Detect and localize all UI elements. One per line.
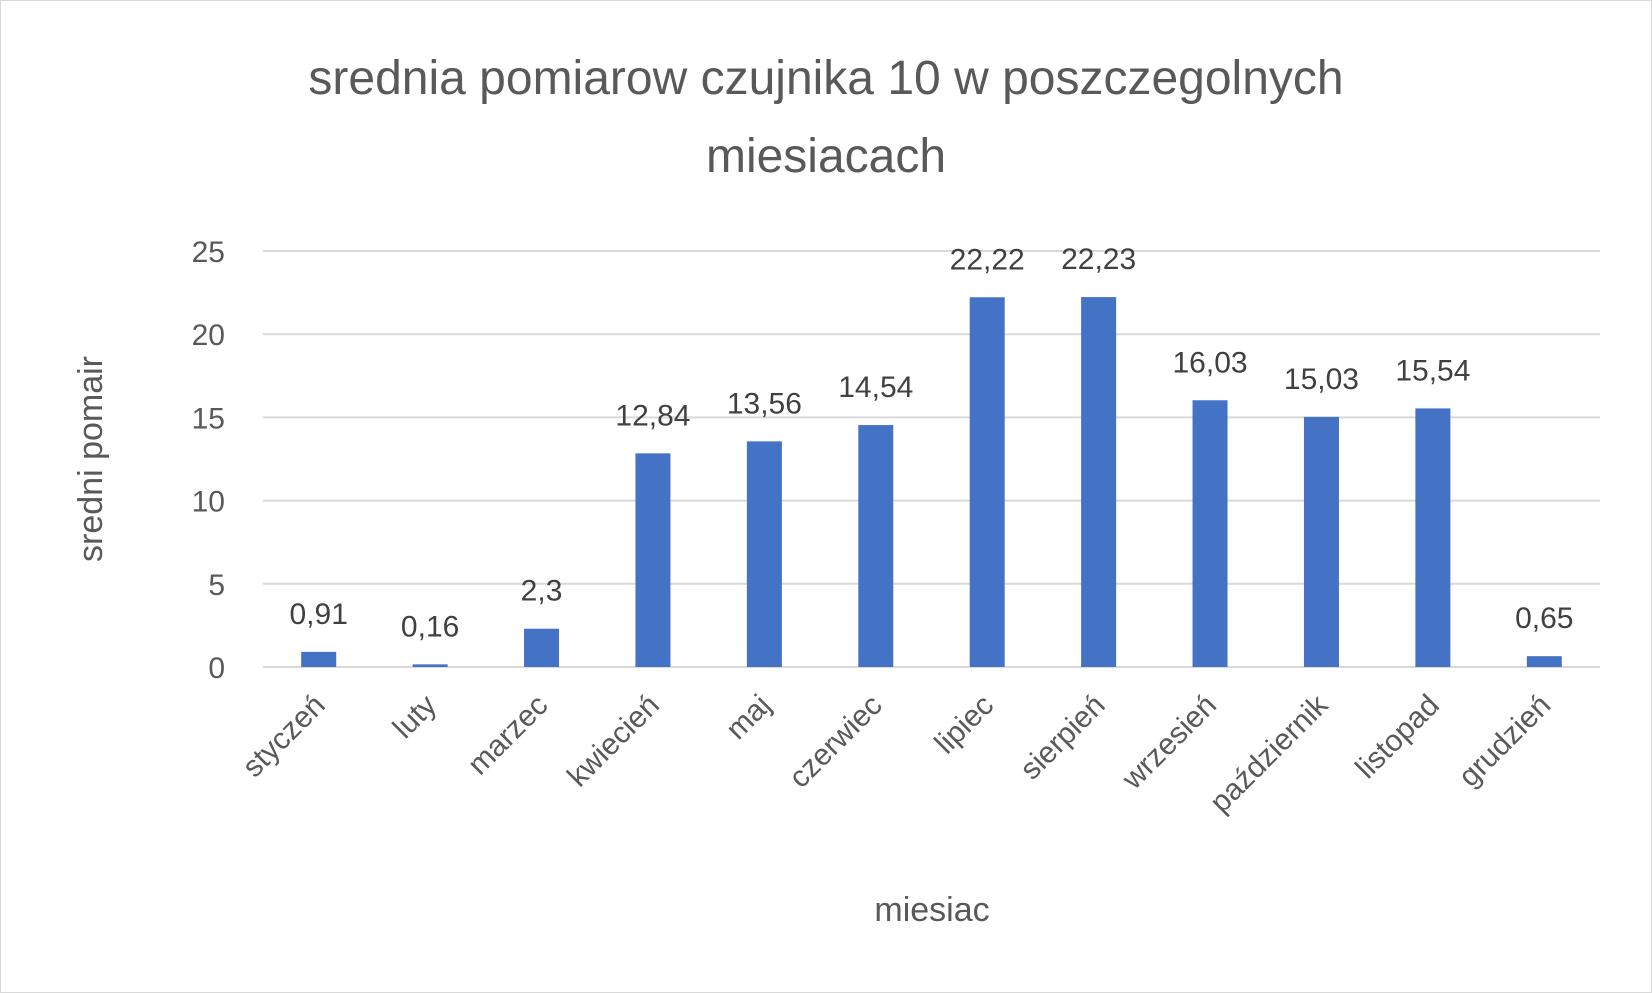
data-label: 15,54 bbox=[1395, 354, 1470, 387]
bar bbox=[635, 453, 671, 667]
data-label: 13,56 bbox=[727, 387, 802, 420]
chart-title-line-1: srednia pomiarow czujnika 10 w poszczego… bbox=[308, 52, 1343, 105]
data-label: 22,22 bbox=[950, 243, 1025, 276]
data-labels: 0,91 0,16 2,3 12,84 13,56 14,54 22,22 22,23 16,0… bbox=[290, 243, 1574, 643]
y-tick-label: 10 bbox=[192, 486, 225, 519]
data-label: 22,23 bbox=[1061, 243, 1136, 276]
bar bbox=[1415, 408, 1451, 667]
x-category-label: maj bbox=[720, 689, 778, 747]
data-label: 0,91 bbox=[290, 598, 348, 631]
data-label: 15,03 bbox=[1284, 363, 1359, 396]
y-tick-label: 25 bbox=[192, 236, 225, 269]
bar bbox=[746, 441, 782, 667]
bars bbox=[301, 297, 1562, 667]
bar bbox=[301, 651, 337, 667]
bar bbox=[858, 425, 894, 667]
bar bbox=[1081, 297, 1117, 667]
x-axis-title: miesiac bbox=[874, 891, 989, 929]
y-tick-label: 5 bbox=[208, 569, 225, 602]
x-category-label: październik bbox=[1204, 688, 1335, 819]
y-tick-label: 0 bbox=[208, 652, 225, 685]
bar bbox=[1303, 416, 1339, 667]
x-axis-categories: styczeń luty marzec kwiecień maj czerwiec lipi… bbox=[236, 688, 1557, 819]
gridlines bbox=[263, 250, 1600, 668]
data-label: 16,03 bbox=[1173, 346, 1248, 379]
y-tick-label: 15 bbox=[192, 402, 225, 435]
y-axis-title: sredni pomair bbox=[72, 356, 110, 562]
data-label: 14,54 bbox=[838, 371, 913, 404]
bar bbox=[412, 664, 448, 667]
x-category-label: czerwiec bbox=[783, 689, 889, 795]
x-category-label: lipiec bbox=[928, 689, 1000, 761]
x-category-label: styczeń bbox=[236, 689, 331, 784]
x-category-label: wrzesień bbox=[1115, 689, 1223, 797]
bar bbox=[1192, 400, 1228, 667]
data-label: 0,65 bbox=[1515, 602, 1573, 635]
y-tick-label: 20 bbox=[192, 319, 225, 352]
x-category-label: listopad bbox=[1349, 689, 1445, 785]
x-category-label: luty bbox=[387, 689, 443, 745]
chart-title-line-2: miesiacach bbox=[706, 130, 946, 183]
bar bbox=[524, 628, 560, 667]
bar bbox=[1526, 656, 1562, 667]
bar bbox=[969, 297, 1005, 667]
x-category-label: sierpień bbox=[1014, 689, 1112, 787]
data-label: 12,84 bbox=[615, 399, 690, 432]
data-label: 0,16 bbox=[401, 610, 459, 643]
y-axis-ticks: 0 5 10 15 20 25 bbox=[192, 236, 225, 685]
x-category-label: marzec bbox=[462, 689, 555, 782]
data-label: 2,3 bbox=[521, 575, 563, 608]
x-category-label: kwiecień bbox=[561, 689, 666, 794]
x-category-label: grudzień bbox=[1453, 689, 1558, 794]
